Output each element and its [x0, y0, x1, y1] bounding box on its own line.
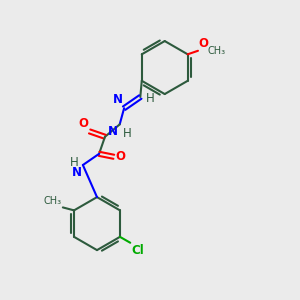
- Text: N: N: [112, 93, 123, 106]
- Text: N: N: [108, 125, 118, 138]
- Text: H: H: [146, 92, 154, 105]
- Text: CH₃: CH₃: [207, 46, 226, 56]
- Text: O: O: [115, 150, 125, 163]
- Text: N: N: [72, 167, 82, 179]
- Text: O: O: [199, 37, 208, 50]
- Text: H: H: [123, 127, 132, 140]
- Text: O: O: [78, 117, 88, 130]
- Text: CH₃: CH₃: [44, 196, 62, 206]
- Text: H: H: [70, 156, 79, 169]
- Text: Cl: Cl: [131, 244, 144, 257]
